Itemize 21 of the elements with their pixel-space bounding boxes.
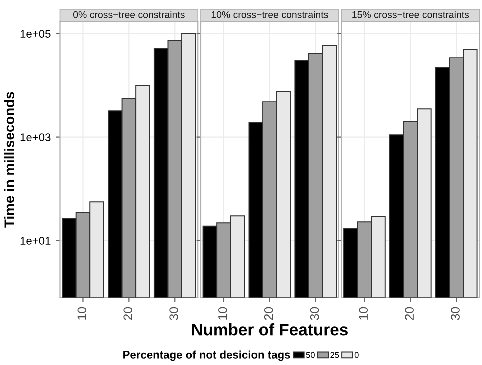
y-tick-label: 1e+05 <box>20 30 51 38</box>
x-tick-label: 10 <box>359 307 368 320</box>
x-tick-label: 20 <box>264 307 274 320</box>
legend-title: Percentage of not desicion tags <box>124 350 290 362</box>
y-tick-label: 1e+01 <box>20 237 51 245</box>
legend-label: 25 <box>330 352 340 358</box>
x-tick-label: 30 <box>170 307 178 320</box>
x-axis-title: Number of Features <box>192 324 348 336</box>
chart-title: 0% cross−tree constraints <box>73 11 185 18</box>
x-tick-label: 10 <box>78 307 87 320</box>
x-tick-label: 30 <box>310 307 320 320</box>
x-tick-label: 20 <box>124 307 133 320</box>
y-tick-label: 1e+03 <box>20 134 51 142</box>
legend-label: 50 <box>306 352 315 358</box>
y-axis-title: Time in milliseconds <box>4 92 14 228</box>
x-tick-label: 20 <box>405 307 414 320</box>
x-tick-label: 30 <box>451 307 460 320</box>
chart-title: 15% cross−tree constraints <box>352 11 470 18</box>
legend-label: 0 <box>354 352 359 358</box>
chart-title: 10% cross−tree constraints <box>212 11 328 18</box>
x-tick-label: 10 <box>218 307 228 320</box>
